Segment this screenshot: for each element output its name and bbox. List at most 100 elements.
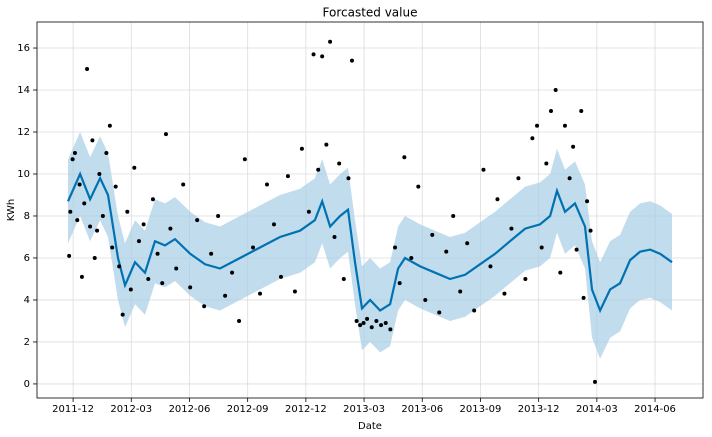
observed-point (67, 253, 72, 258)
observed-point (120, 312, 125, 317)
observed-point (90, 138, 95, 143)
observed-point (588, 228, 593, 233)
observed-point (451, 213, 456, 218)
x-tick-label: 2013-03 (343, 404, 385, 415)
observed-point (107, 123, 112, 128)
observed-point (324, 142, 329, 147)
observed-point (70, 157, 75, 162)
observed-point (553, 88, 558, 93)
observed-point (320, 54, 325, 59)
observed-point (444, 249, 449, 254)
observed-point (132, 165, 137, 170)
observed-point (195, 218, 200, 223)
observed-point (113, 184, 118, 189)
observed-point (242, 157, 247, 162)
x-tick-label: 2012-09 (227, 404, 269, 415)
observed-point (409, 255, 414, 260)
observed-point (585, 199, 590, 204)
observed-point (271, 222, 276, 227)
observed-point (374, 318, 379, 323)
y-tick-label: 2 (24, 337, 30, 348)
observed-point (68, 209, 73, 214)
x-tick-label: 2011-12 (52, 404, 94, 415)
observed-point (316, 167, 321, 172)
observed-point (150, 197, 155, 202)
observed-point (530, 136, 535, 141)
observed-point (299, 146, 304, 151)
y-axis-label: KWh (6, 199, 17, 221)
observed-point (544, 161, 549, 166)
observed-point (202, 304, 207, 309)
observed-point (75, 218, 80, 223)
observed-point (558, 270, 563, 275)
observed-point (117, 264, 122, 269)
observed-point (365, 316, 370, 321)
observed-point (502, 291, 507, 296)
observed-point (341, 276, 346, 281)
y-tick-label: 10 (17, 169, 30, 180)
observed-point (579, 109, 584, 114)
observed-point (383, 321, 388, 326)
observed-point (337, 161, 342, 166)
x-tick-label: 2014-06 (634, 404, 676, 415)
x-tick-label: 2012-12 (285, 404, 327, 415)
observed-point (509, 226, 514, 231)
observed-point (349, 58, 354, 63)
y-tick-label: 4 (24, 295, 30, 306)
observed-point (458, 289, 463, 294)
y-tick-label: 14 (17, 85, 30, 96)
observed-point (379, 323, 384, 328)
y-tick-label: 16 (17, 43, 30, 54)
observed-point (92, 255, 97, 260)
observed-point (465, 241, 470, 246)
observed-point (592, 379, 597, 384)
observed-point (472, 308, 477, 313)
observed-point (141, 222, 146, 227)
observed-point (354, 318, 359, 323)
observed-point (95, 228, 100, 233)
observed-point (237, 318, 242, 323)
observed-point (574, 247, 579, 252)
observed-point (523, 276, 528, 281)
observed-point (100, 213, 105, 218)
y-tick-label: 12 (17, 127, 30, 138)
observed-point (97, 171, 102, 176)
plot-frame (36, 21, 704, 399)
observed-point (571, 144, 576, 149)
observed-point (402, 155, 407, 160)
observed-point (85, 67, 90, 72)
observed-point (358, 323, 363, 328)
observed-point (535, 123, 540, 128)
observed-point (216, 213, 221, 218)
observed-point (88, 224, 93, 229)
observed-point (188, 285, 193, 290)
observed-point (516, 176, 521, 181)
observed-point (346, 176, 351, 181)
observed-point (230, 270, 235, 275)
observed-point (223, 293, 228, 298)
chart-title: Forcasted value (323, 6, 418, 20)
observed-point (539, 245, 544, 250)
observed-point (155, 251, 160, 256)
x-tick-label: 2013-09 (460, 404, 502, 415)
y-tick-label: 6 (24, 253, 30, 264)
observed-point (481, 167, 486, 172)
observed-point (311, 52, 316, 57)
x-tick-label: 2012-06 (169, 404, 211, 415)
observed-point (285, 174, 290, 179)
observed-point (79, 274, 84, 279)
observed-point (332, 234, 337, 239)
observed-point (581, 295, 586, 300)
observed-point (258, 291, 263, 296)
observed-point (369, 325, 374, 330)
observed-point (437, 310, 442, 315)
forecast-line (66, 171, 673, 314)
observed-point (393, 245, 398, 250)
observed-point (181, 182, 186, 187)
observed-point (397, 281, 402, 286)
observed-point (110, 245, 115, 250)
observed-point (292, 289, 297, 294)
observed-point (306, 209, 311, 214)
observed-point (163, 132, 168, 137)
observed-point (125, 209, 130, 214)
